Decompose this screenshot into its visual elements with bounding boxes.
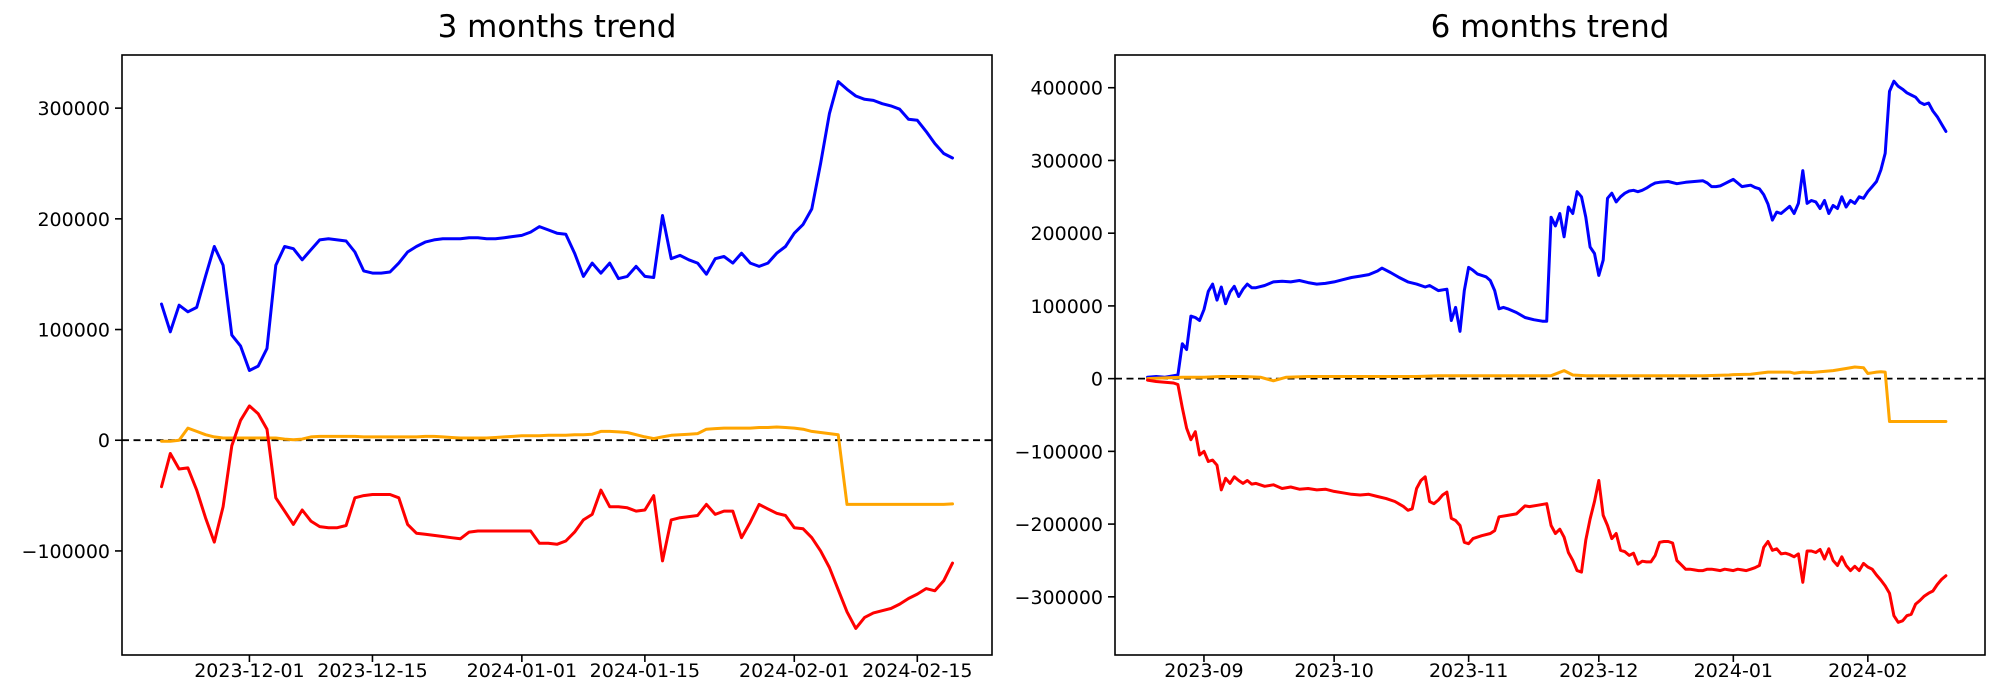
chart-title-3-months: 3 months trend [437,9,677,45]
series-orange-line [160,425,954,506]
chart-title-6-months: 6 months trend [1430,9,1670,45]
chart-6-months: 400000 300000 200000 100000 0 −100000 −200000 −… [1015,54,1986,682]
series-blue-line [1146,79,1948,379]
x-tick-label: 2024-01-15 [590,660,700,682]
chart-3-months: 300000 200000 100000 0 −100000 2023-12-01 2023… [22,54,993,682]
y-tick-label: 200000 [37,209,110,231]
y-tick-label: 400000 [1030,78,1103,100]
axes-frame [121,54,993,656]
x-tick-label: 2023-10 [1294,660,1373,682]
y-tick-label: 100000 [37,320,110,342]
x-tick-label: 2024-02 [1828,660,1907,682]
y-tick-label: 300000 [37,98,110,120]
y-tick-label: −300000 [1015,587,1103,609]
x-tick-label: 2024-02-01 [739,660,849,682]
x-tick-label: 2023-12 [1559,660,1638,682]
x-tick-label: 2023-09 [1164,660,1243,682]
x-tick-label: 2024-02-15 [862,660,972,682]
x-tick-label: 2023-12-01 [194,660,304,682]
y-tick-label: 200000 [1030,223,1103,245]
series-orange-line [1146,365,1948,423]
y-tick-label: 100000 [1030,296,1103,318]
y-tick-label: −100000 [22,541,110,563]
y-tick-label: −200000 [1015,514,1103,536]
axes-frame [1114,54,1986,656]
series-red-line [160,404,954,630]
y-tick-label: 0 [1091,369,1103,391]
x-tick-label: 2024-01-01 [467,660,577,682]
series-blue-line [160,80,954,372]
y-tick-label: −100000 [1015,441,1103,463]
x-tick-label: 2024-01 [1694,660,1773,682]
x-tick-label: 2023-12-15 [317,660,427,682]
y-tick-label: 0 [98,430,110,452]
series-red-line [1146,378,1948,624]
y-tick-label: 300000 [1030,150,1103,172]
x-tick-label: 2023-11 [1429,660,1508,682]
